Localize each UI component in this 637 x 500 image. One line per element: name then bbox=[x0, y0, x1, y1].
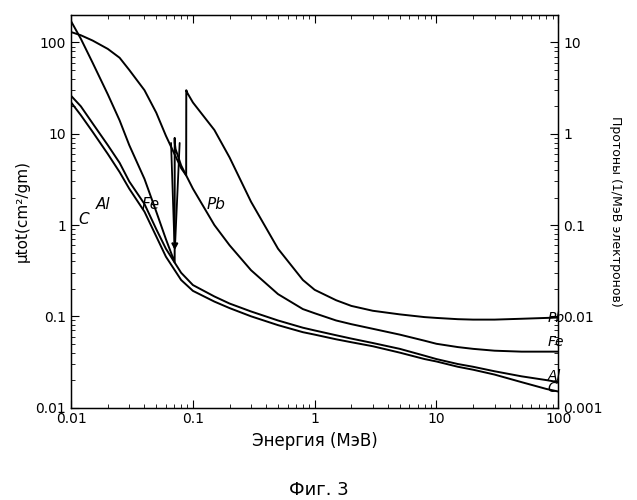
Text: Pb: Pb bbox=[548, 310, 565, 324]
Text: Al: Al bbox=[548, 370, 561, 384]
Text: Pb: Pb bbox=[207, 196, 225, 212]
Text: Al: Al bbox=[96, 196, 111, 212]
Text: C: C bbox=[548, 380, 557, 394]
Text: Fe: Fe bbox=[548, 335, 564, 349]
Text: Фиг. 3: Фиг. 3 bbox=[289, 481, 348, 499]
Text: C: C bbox=[78, 212, 89, 227]
Y-axis label: Протоны (1/МэВ электронов): Протоны (1/МэВ электронов) bbox=[609, 116, 622, 306]
Y-axis label: μtot(cm²/gm): μtot(cm²/gm) bbox=[15, 160, 30, 262]
X-axis label: Энергия (МэВ): Энергия (МэВ) bbox=[252, 432, 378, 450]
Text: Fe: Fe bbox=[142, 196, 160, 212]
